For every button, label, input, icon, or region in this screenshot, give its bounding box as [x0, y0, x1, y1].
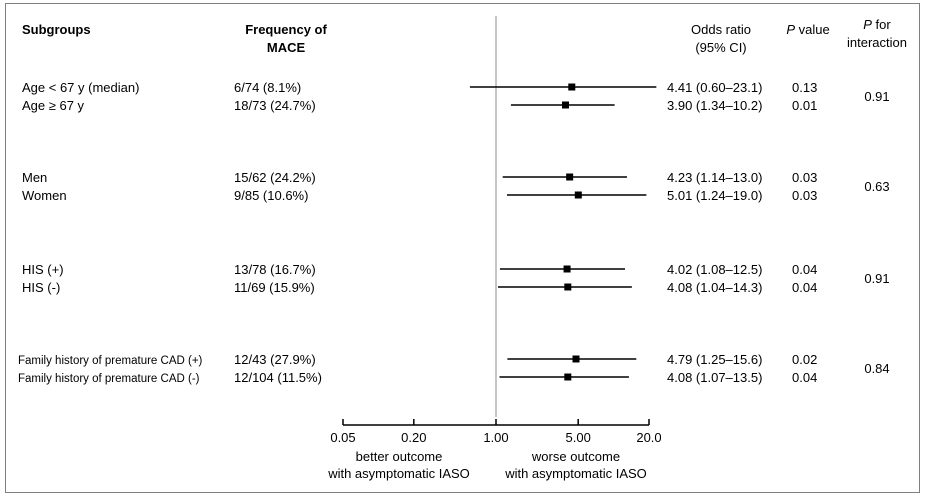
odds-ratio-marker — [563, 265, 571, 273]
odds-ratio-marker — [562, 101, 570, 109]
axis-left-caption-line2: with asymptomatic IASO — [327, 466, 470, 481]
row-odds-ratio-text: 4.02 (1.08–12.5) — [667, 262, 762, 277]
row-frequency: 12/104 (11.5%) — [234, 370, 322, 385]
row-frequency: 18/73 (24.7%) — [234, 98, 316, 113]
row-label: Family history of premature CAD (+) — [18, 355, 203, 367]
x-axis: 0.05 0.20 1.00 5.00 20.0 — [330, 419, 662, 445]
row-label: Age < 67 y (median) — [22, 80, 139, 95]
row-p-value: 0.04 — [792, 262, 817, 277]
header-p-interaction-line1: P for — [863, 17, 891, 32]
row-odds-ratio-text: 4.08 (1.07–13.5) — [667, 370, 762, 385]
x-axis-tick-label: 0.20 — [401, 430, 426, 445]
row-frequency: 9/85 (10.6%) — [234, 188, 308, 203]
row-p-value: 0.13 — [792, 80, 817, 95]
forest-row: Women 9/85 (10.6%) 5.01 (1.24–19.0) 0.03 — [22, 188, 817, 203]
header-odds-ratio-line2: (95% CI) — [695, 40, 746, 55]
odds-ratio-marker — [574, 191, 582, 199]
odds-ratio-marker — [572, 355, 580, 363]
row-p-value: 0.02 — [792, 352, 817, 367]
figure-frame: Subgroups Frequency of MACE Odds ratio (… — [5, 3, 920, 493]
forest-row: HIS (-) 11/69 (15.9%) 4.08 (1.04–14.3) 0.04 — [22, 280, 817, 295]
row-p-value: 0.03 — [792, 170, 817, 185]
forest-row: Family history of premature CAD (+) 12/43… — [18, 352, 817, 367]
axis-left-caption-line1: better outcome — [356, 449, 443, 464]
odds-ratio-marker — [566, 173, 574, 181]
row-frequency: 12/43 (27.9%) — [234, 352, 316, 367]
interaction-p-value: 0.91 — [864, 89, 889, 104]
row-frequency: 13/78 (16.7%) — [234, 262, 316, 277]
odds-ratio-marker — [564, 373, 572, 381]
x-axis-tick-label: 20.0 — [636, 430, 661, 445]
axis-right-caption-line1: worse outcome — [531, 449, 620, 464]
forest-row: Age ≥ 67 y 18/73 (24.7%) 3.90 (1.34–10.2) 0… — [22, 98, 817, 113]
odds-ratio-marker — [564, 283, 572, 291]
row-frequency: 11/69 (15.9%) — [234, 280, 315, 295]
row-p-value: 0.03 — [792, 188, 817, 203]
x-axis-tick-label: 0.05 — [330, 430, 355, 445]
x-axis-tick-label: 5.00 — [566, 430, 591, 445]
forest-row: Men 15/62 (24.2%) 4.23 (1.14–13.0) 0.03 — [22, 170, 817, 185]
row-label: Men — [22, 170, 47, 185]
axis-right-caption-line2: with asymptomatic IASO — [504, 466, 647, 481]
forest-rows: Age < 67 y (median) 6/74 (8.1%) 4.41 (0.60… — [18, 80, 890, 385]
row-label: HIS (+) — [22, 262, 64, 277]
row-odds-ratio-text: 4.79 (1.25–15.6) — [667, 352, 762, 367]
row-odds-ratio-text: 4.23 (1.14–13.0) — [667, 170, 762, 185]
subgroup-block: Age < 67 y (median) 6/74 (8.1%) 4.41 (0.60… — [22, 80, 890, 113]
header-p-interaction-line2: interaction — [847, 35, 907, 50]
row-frequency: 15/62 (24.2%) — [234, 170, 316, 185]
interaction-p-value: 0.91 — [864, 271, 889, 286]
row-odds-ratio-text: 3.90 (1.34–10.2) — [667, 98, 762, 113]
row-label: Family history of premature CAD (-) — [18, 373, 200, 385]
header-frequency-line1: Frequency of — [245, 22, 327, 37]
interaction-p-value: 0.84 — [864, 361, 889, 376]
forest-plot: Subgroups Frequency of MACE Odds ratio (… — [18, 16, 907, 481]
row-label: Age ≥ 67 y — [22, 98, 85, 113]
subgroup-block: Men 15/62 (24.2%) 4.23 (1.14–13.0) 0.03Wome… — [22, 170, 890, 203]
row-label: Women — [22, 188, 67, 203]
row-odds-ratio-text: 5.01 (1.24–19.0) — [667, 188, 762, 203]
header-subgroups: Subgroups — [22, 22, 91, 37]
row-label: HIS (-) — [22, 280, 60, 295]
subgroup-block: Family history of premature CAD (+) 12/43… — [18, 352, 890, 385]
row-frequency: 6/74 (8.1%) — [234, 80, 301, 95]
row-p-value: 0.04 — [792, 280, 817, 295]
x-axis-tick-label: 1.00 — [483, 430, 508, 445]
row-odds-ratio-text: 4.08 (1.04–14.3) — [667, 280, 762, 295]
header-p-value: P value — [786, 22, 829, 37]
header-frequency-line2: MACE — [267, 40, 306, 55]
forest-row: Age < 67 y (median) 6/74 (8.1%) 4.41 (0.60… — [22, 80, 817, 95]
forest-row: Family history of premature CAD (-) 12/10… — [18, 370, 817, 385]
row-odds-ratio-text: 4.41 (0.60–23.1) — [667, 80, 762, 95]
odds-ratio-marker — [568, 83, 576, 91]
row-p-value: 0.01 — [792, 98, 817, 113]
row-p-value: 0.04 — [792, 370, 817, 385]
interaction-p-value: 0.63 — [864, 179, 889, 194]
forest-row: HIS (+) 13/78 (16.7%) 4.02 (1.08–12.5) 0.04 — [22, 262, 817, 277]
subgroup-block: HIS (+) 13/78 (16.7%) 4.02 (1.08–12.5) 0.04… — [22, 262, 890, 295]
header-odds-ratio-line1: Odds ratio — [691, 22, 751, 37]
